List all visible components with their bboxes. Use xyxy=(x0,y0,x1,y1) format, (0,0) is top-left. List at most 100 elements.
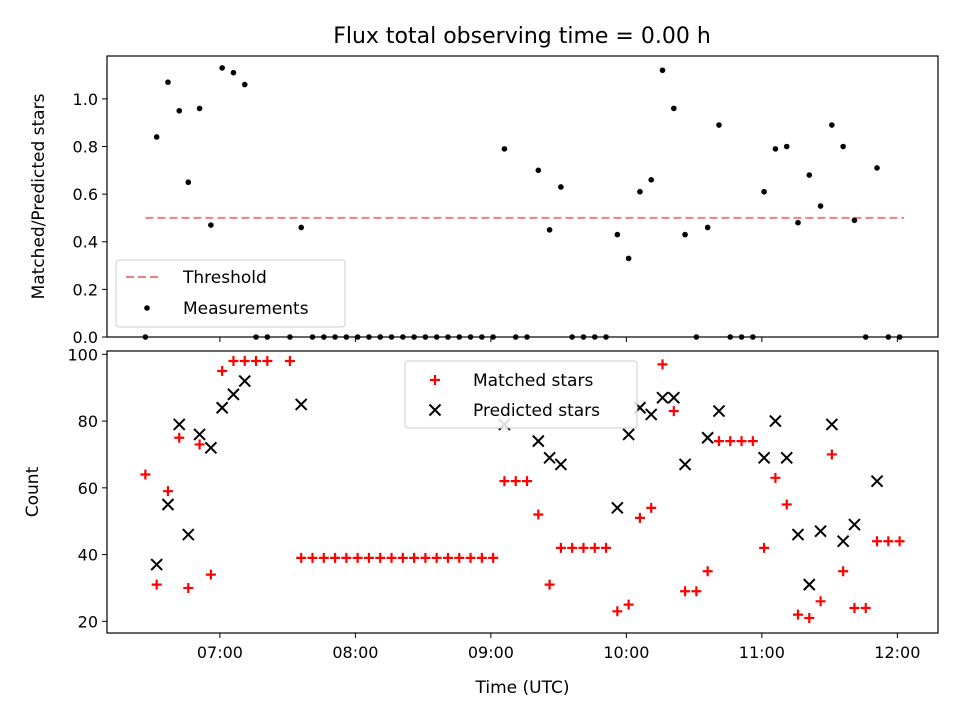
measurement-point xyxy=(817,203,824,209)
matched-star-point xyxy=(522,476,533,487)
measurement-point xyxy=(648,177,655,183)
matched-star-point xyxy=(555,542,566,553)
measurement-point xyxy=(625,255,632,262)
predicted-star-point xyxy=(803,578,816,591)
measurement-point xyxy=(241,81,248,88)
legend-matched-swatch xyxy=(430,375,440,385)
measurement-point xyxy=(196,105,203,112)
top-y-tick-label: 0.8 xyxy=(73,137,98,156)
matched-star-point xyxy=(409,552,420,563)
measurement-point xyxy=(501,146,508,152)
x-tick-label: 08:00 xyxy=(332,643,378,662)
measurement-point xyxy=(851,217,858,224)
predicted-star-point xyxy=(870,474,884,488)
matched-star-point xyxy=(657,359,668,370)
matched-star-point xyxy=(792,609,803,620)
bottom-y-axis-label: Count xyxy=(23,466,43,517)
predicted-star-point xyxy=(836,535,850,548)
predicted-star-point xyxy=(769,414,782,428)
predicted-star-point xyxy=(678,458,692,471)
measurement-point xyxy=(783,143,790,150)
matched-star-point xyxy=(713,436,724,447)
measurement-point xyxy=(185,179,192,186)
predicted-star-point xyxy=(161,498,175,511)
measurement-point xyxy=(874,165,880,171)
predicted-star-point xyxy=(712,404,726,418)
matched-star-point xyxy=(894,536,905,547)
measurement-point xyxy=(670,105,677,112)
matched-star-point xyxy=(205,569,216,580)
predicted-star-point xyxy=(814,525,827,538)
bottom-y-tick-label: 20 xyxy=(78,612,98,631)
legend-box xyxy=(404,360,638,429)
predicted-star-point xyxy=(611,501,624,515)
matched-star-point xyxy=(296,552,307,563)
matched-star-point xyxy=(601,542,612,553)
matched-star-point xyxy=(702,566,713,577)
predicted-star-point xyxy=(227,388,240,401)
matched-star-point xyxy=(228,356,239,367)
matched-star-point xyxy=(533,509,544,520)
matched-star-point xyxy=(375,552,386,563)
measurement-point xyxy=(637,188,643,195)
matched-star-point xyxy=(194,439,205,450)
predicted-star-point xyxy=(757,451,771,465)
matched-star-point xyxy=(318,552,329,563)
top-y-tick-label: 0.4 xyxy=(73,233,98,252)
measurement-point xyxy=(208,222,214,228)
matched-star-point xyxy=(465,552,476,563)
matched-star-point xyxy=(759,542,770,553)
matched-star-point xyxy=(668,406,679,417)
predicted-star-point xyxy=(645,408,658,421)
predicted-star-point xyxy=(543,451,556,465)
matched-star-point xyxy=(499,476,510,487)
predicted-star-point xyxy=(825,418,839,431)
measurement-point xyxy=(840,143,846,150)
matched-star-point xyxy=(183,582,194,593)
matched-star-point xyxy=(341,552,352,563)
matched-star-point xyxy=(544,579,555,590)
measurement-point xyxy=(558,184,564,190)
matched-star-point xyxy=(251,356,262,367)
measurement-point xyxy=(298,224,305,231)
matched-star-point xyxy=(386,552,397,563)
predicted-star-point xyxy=(656,391,669,404)
matched-star-point xyxy=(352,552,363,563)
measurement-point xyxy=(716,122,722,128)
legend-predicted-label: Predicted stars xyxy=(473,401,600,421)
measurement-point xyxy=(230,69,237,76)
matched-star-point xyxy=(284,356,295,367)
bottom-y-tick-label: 60 xyxy=(78,479,98,498)
top-y-tick-label: 0.2 xyxy=(73,280,98,299)
bottom-y-tick-label: 100 xyxy=(67,345,98,364)
legend-predicted-swatch xyxy=(428,403,442,417)
measurement-point xyxy=(795,219,801,226)
matched-star-point xyxy=(567,542,578,553)
predicted-star-point xyxy=(215,401,229,414)
measurement-point xyxy=(659,67,666,74)
count-plot: 07:00 08:00 09:00 10:00 11:00 12:00 20 40 60 80 10… xyxy=(23,345,939,698)
matched-star-point xyxy=(770,472,781,483)
predicted-star-point xyxy=(294,398,308,411)
x-tick-label: 10:00 xyxy=(603,643,649,662)
matched-star-point xyxy=(488,552,499,563)
matched-star-point xyxy=(476,552,487,563)
matched-star-point xyxy=(578,542,589,553)
matched-star-point xyxy=(420,552,431,563)
ratio-plot: 0.0 0.2 0.4 0.6 0.8 1.0 Matched/Predicted star… xyxy=(29,55,939,347)
legend-box xyxy=(115,259,346,328)
matched-star-point xyxy=(725,436,736,447)
top-y-tick-label: 1.0 xyxy=(73,90,98,109)
matched-star-point xyxy=(307,552,318,563)
legend-matched-label: Matched stars xyxy=(473,371,593,391)
measurement-point xyxy=(829,122,835,128)
matched-star-point xyxy=(510,476,521,487)
measurement-point xyxy=(682,231,688,238)
predicted-star-point xyxy=(238,374,251,388)
predicted-star-point xyxy=(182,528,195,541)
matched-star-point xyxy=(883,536,894,547)
matched-star-point xyxy=(140,469,151,480)
bottom-axes-frame xyxy=(106,350,939,634)
top-axes-frame xyxy=(106,55,939,338)
matched-star-point xyxy=(612,606,623,617)
